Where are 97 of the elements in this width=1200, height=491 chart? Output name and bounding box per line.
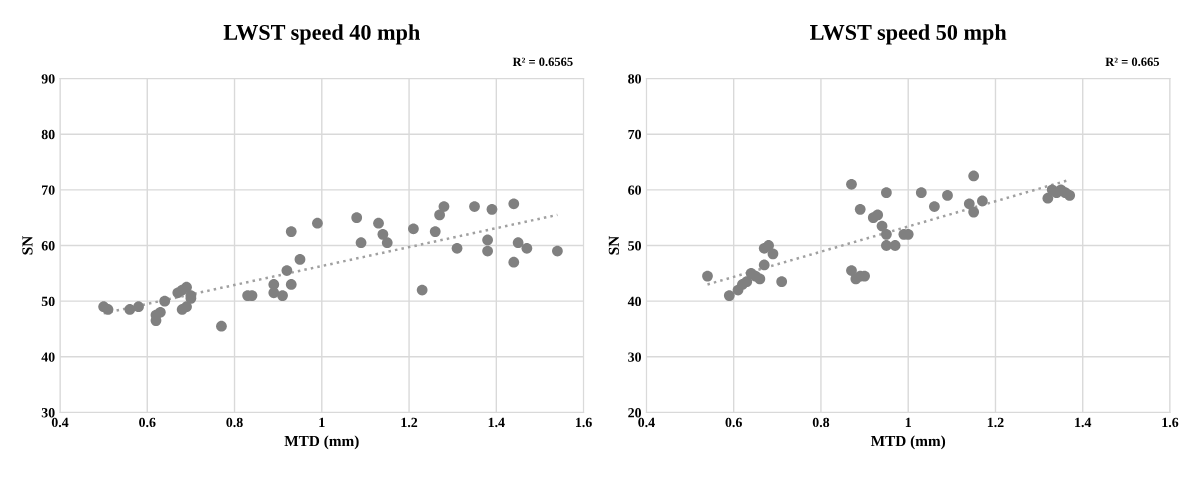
y-axis-title: SN <box>608 235 620 255</box>
point <box>429 226 441 237</box>
point <box>102 304 114 315</box>
y-tick-label: 50 <box>41 296 55 307</box>
point <box>881 187 892 199</box>
x-tick-label: 1.4 <box>1075 417 1092 428</box>
point <box>702 270 713 282</box>
x-tick-label: 0.6 <box>139 417 156 428</box>
y-tick-label: 90 <box>41 74 55 84</box>
point <box>482 245 493 257</box>
point <box>268 279 280 290</box>
point <box>408 223 419 235</box>
point <box>758 259 770 271</box>
point <box>277 290 288 301</box>
point <box>767 248 779 260</box>
point <box>285 279 297 290</box>
point <box>968 206 980 218</box>
x-tick-label: 0.4 <box>638 417 655 428</box>
x-tick-label: 1.2 <box>401 417 418 428</box>
point <box>486 203 498 215</box>
point <box>416 284 428 296</box>
chart-title: LWST speed 50 mph <box>810 24 1007 45</box>
y-tick-label: 80 <box>41 129 55 140</box>
point <box>552 245 563 257</box>
y-tick-label: 20 <box>628 408 642 418</box>
point <box>181 281 192 293</box>
point <box>159 295 171 307</box>
point <box>763 240 774 251</box>
y-tick-label: 50 <box>628 241 642 251</box>
y-tick-label: 70 <box>42 185 55 195</box>
x-tick-label: 0.4 <box>51 417 69 428</box>
point <box>508 256 520 268</box>
point <box>854 203 866 215</box>
point <box>133 301 144 313</box>
point <box>846 178 857 190</box>
point <box>381 237 393 249</box>
point <box>776 276 788 288</box>
point <box>881 240 892 251</box>
point <box>124 304 136 315</box>
point <box>1042 192 1054 204</box>
point <box>942 190 953 201</box>
y-tick-label: 40 <box>627 296 642 307</box>
point <box>355 237 367 249</box>
point <box>968 170 980 182</box>
y-tick-label: 40 <box>41 352 55 362</box>
point <box>351 212 363 224</box>
text: R² = 0.6565 <box>512 57 573 67</box>
point <box>312 217 323 229</box>
x-tick-label: 0.8 <box>812 417 830 428</box>
point <box>963 198 975 210</box>
point <box>929 201 940 212</box>
text: R² = 0.665 <box>1105 57 1160 67</box>
point <box>876 220 888 232</box>
point <box>741 276 753 288</box>
x-axis-title: MTD (mm) <box>284 435 359 450</box>
point <box>754 273 766 285</box>
x-tick-label: 0.8 <box>226 417 243 428</box>
y-tick-label: 60 <box>628 185 642 195</box>
point <box>512 237 524 249</box>
point <box>508 198 520 210</box>
point <box>281 265 293 276</box>
point <box>469 201 480 212</box>
point <box>846 265 857 276</box>
chart-title: LWST speed 40 mph <box>223 24 420 45</box>
y-tick-label: 80 <box>628 74 642 84</box>
x-tick-label: 1 <box>319 417 325 427</box>
point <box>977 195 988 207</box>
point <box>181 301 192 313</box>
point <box>521 242 533 254</box>
point <box>1064 190 1076 201</box>
y-axis-title: SN <box>22 235 33 255</box>
point <box>915 187 927 199</box>
y-tick-label: 60 <box>41 241 55 251</box>
point <box>154 306 166 318</box>
point <box>482 234 493 246</box>
point <box>434 209 445 221</box>
point <box>889 240 901 251</box>
point <box>373 217 384 229</box>
point <box>377 228 389 240</box>
point <box>723 290 735 301</box>
point <box>438 201 450 212</box>
x-tick-label: 1.2 <box>987 417 1004 428</box>
point <box>451 242 463 254</box>
point <box>881 228 892 240</box>
x-tick-label: 1.6 <box>1162 417 1179 428</box>
x-axis-title: MTD (mm) <box>870 435 946 450</box>
point <box>872 209 884 221</box>
x-tick-label: 1.4 <box>488 417 505 428</box>
y-tick-label: 70 <box>628 129 642 140</box>
y-tick-label: 30 <box>628 352 642 362</box>
y-tick-label: 30 <box>41 408 55 418</box>
x-tick-label: 1.6 <box>576 417 592 428</box>
point <box>285 226 297 237</box>
point <box>216 320 227 332</box>
x-tick-label: 1 <box>905 417 911 427</box>
x-tick-label: 0.6 <box>725 417 742 428</box>
point <box>294 254 306 265</box>
